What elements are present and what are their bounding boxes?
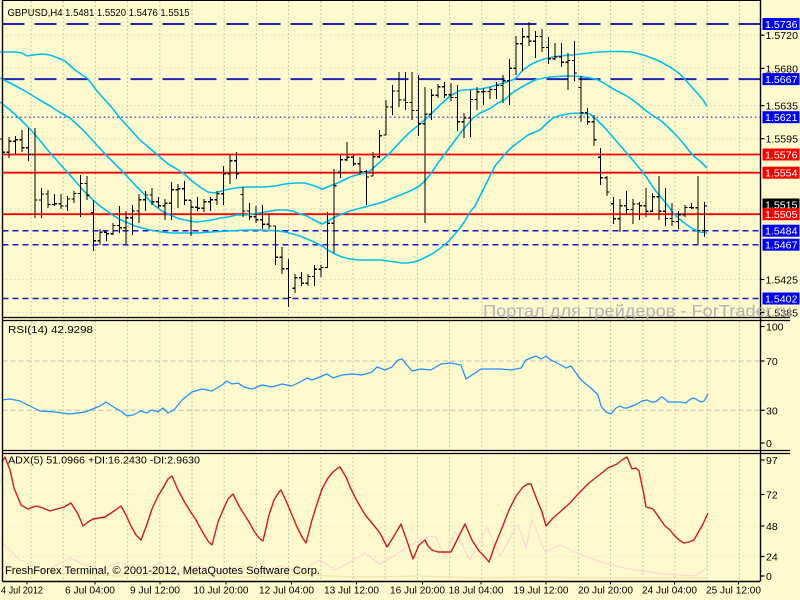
svg-text:18 Jul 04:00: 18 Jul 04:00 bbox=[449, 586, 504, 597]
svg-text:16 Jul 20:00: 16 Jul 20:00 bbox=[390, 586, 445, 597]
svg-text:19 Jul 12:00: 19 Jul 12:00 bbox=[514, 586, 569, 597]
svg-text:1.5720: 1.5720 bbox=[766, 30, 799, 42]
svg-text:72: 72 bbox=[766, 490, 778, 502]
svg-text:FreshForex Terminal, © 2001-20: FreshForex Terminal, © 2001-2012, MetaQu… bbox=[5, 565, 320, 577]
svg-text:1.5667: 1.5667 bbox=[765, 74, 798, 86]
svg-text:0: 0 bbox=[766, 571, 772, 583]
svg-text:1.5576: 1.5576 bbox=[765, 150, 798, 162]
svg-text:1.5554: 1.5554 bbox=[765, 168, 798, 180]
svg-text:RSI(14) 42.9298: RSI(14) 42.9298 bbox=[8, 324, 93, 336]
svg-text:6 Jul 04:00: 6 Jul 04:00 bbox=[65, 586, 115, 597]
svg-text:1.5595: 1.5595 bbox=[766, 134, 799, 146]
svg-text:1.5425: 1.5425 bbox=[766, 275, 799, 287]
svg-text:ADX(5) 51.0966 +DI:16.2430 -DI: ADX(5) 51.0966 +DI:16.2430 -DI:2.9630 bbox=[8, 455, 200, 467]
svg-text:1.5680: 1.5680 bbox=[766, 63, 799, 75]
svg-text:25 Jul 12:00: 25 Jul 12:00 bbox=[706, 586, 761, 597]
svg-text:48: 48 bbox=[766, 521, 778, 533]
svg-text:GBPUSD,H4 1.5481 1.5520 1.5476: GBPUSD,H4 1.5481 1.5520 1.5476 1.5515 bbox=[8, 7, 190, 19]
svg-text:24: 24 bbox=[766, 552, 778, 564]
svg-text:1.5736: 1.5736 bbox=[765, 19, 798, 31]
svg-text:70: 70 bbox=[766, 356, 778, 368]
svg-text:4 Jul 2012: 4 Jul 2012 bbox=[1, 586, 43, 597]
svg-text:1.5402: 1.5402 bbox=[765, 294, 798, 306]
svg-text:13 Jul 12:00: 13 Jul 12:00 bbox=[324, 586, 379, 597]
svg-text:1.5484: 1.5484 bbox=[765, 226, 798, 238]
svg-text:1.5467: 1.5467 bbox=[765, 240, 798, 252]
svg-text:100: 100 bbox=[766, 322, 784, 334]
svg-text:9 Jul 12:00: 9 Jul 12:00 bbox=[130, 586, 180, 597]
svg-text:24 Jul 04:00: 24 Jul 04:00 bbox=[642, 586, 697, 597]
svg-text:12 Jul 04:00: 12 Jul 04:00 bbox=[259, 586, 314, 597]
svg-text:Портал для трейдеров - ForTrad: Портал для трейдеров - ForTrader.ru bbox=[483, 302, 792, 321]
svg-text:1.5505: 1.5505 bbox=[765, 209, 798, 221]
svg-text:1.5621: 1.5621 bbox=[765, 112, 798, 124]
svg-text:1.5385: 1.5385 bbox=[766, 308, 799, 320]
svg-text:30: 30 bbox=[766, 405, 778, 417]
svg-text:20 Jul 20:00: 20 Jul 20:00 bbox=[578, 586, 633, 597]
svg-text:10 Jul 20:00: 10 Jul 20:00 bbox=[194, 586, 249, 597]
svg-text:0: 0 bbox=[766, 438, 772, 450]
svg-text:1.5635: 1.5635 bbox=[766, 101, 799, 113]
svg-text:97: 97 bbox=[766, 455, 778, 467]
